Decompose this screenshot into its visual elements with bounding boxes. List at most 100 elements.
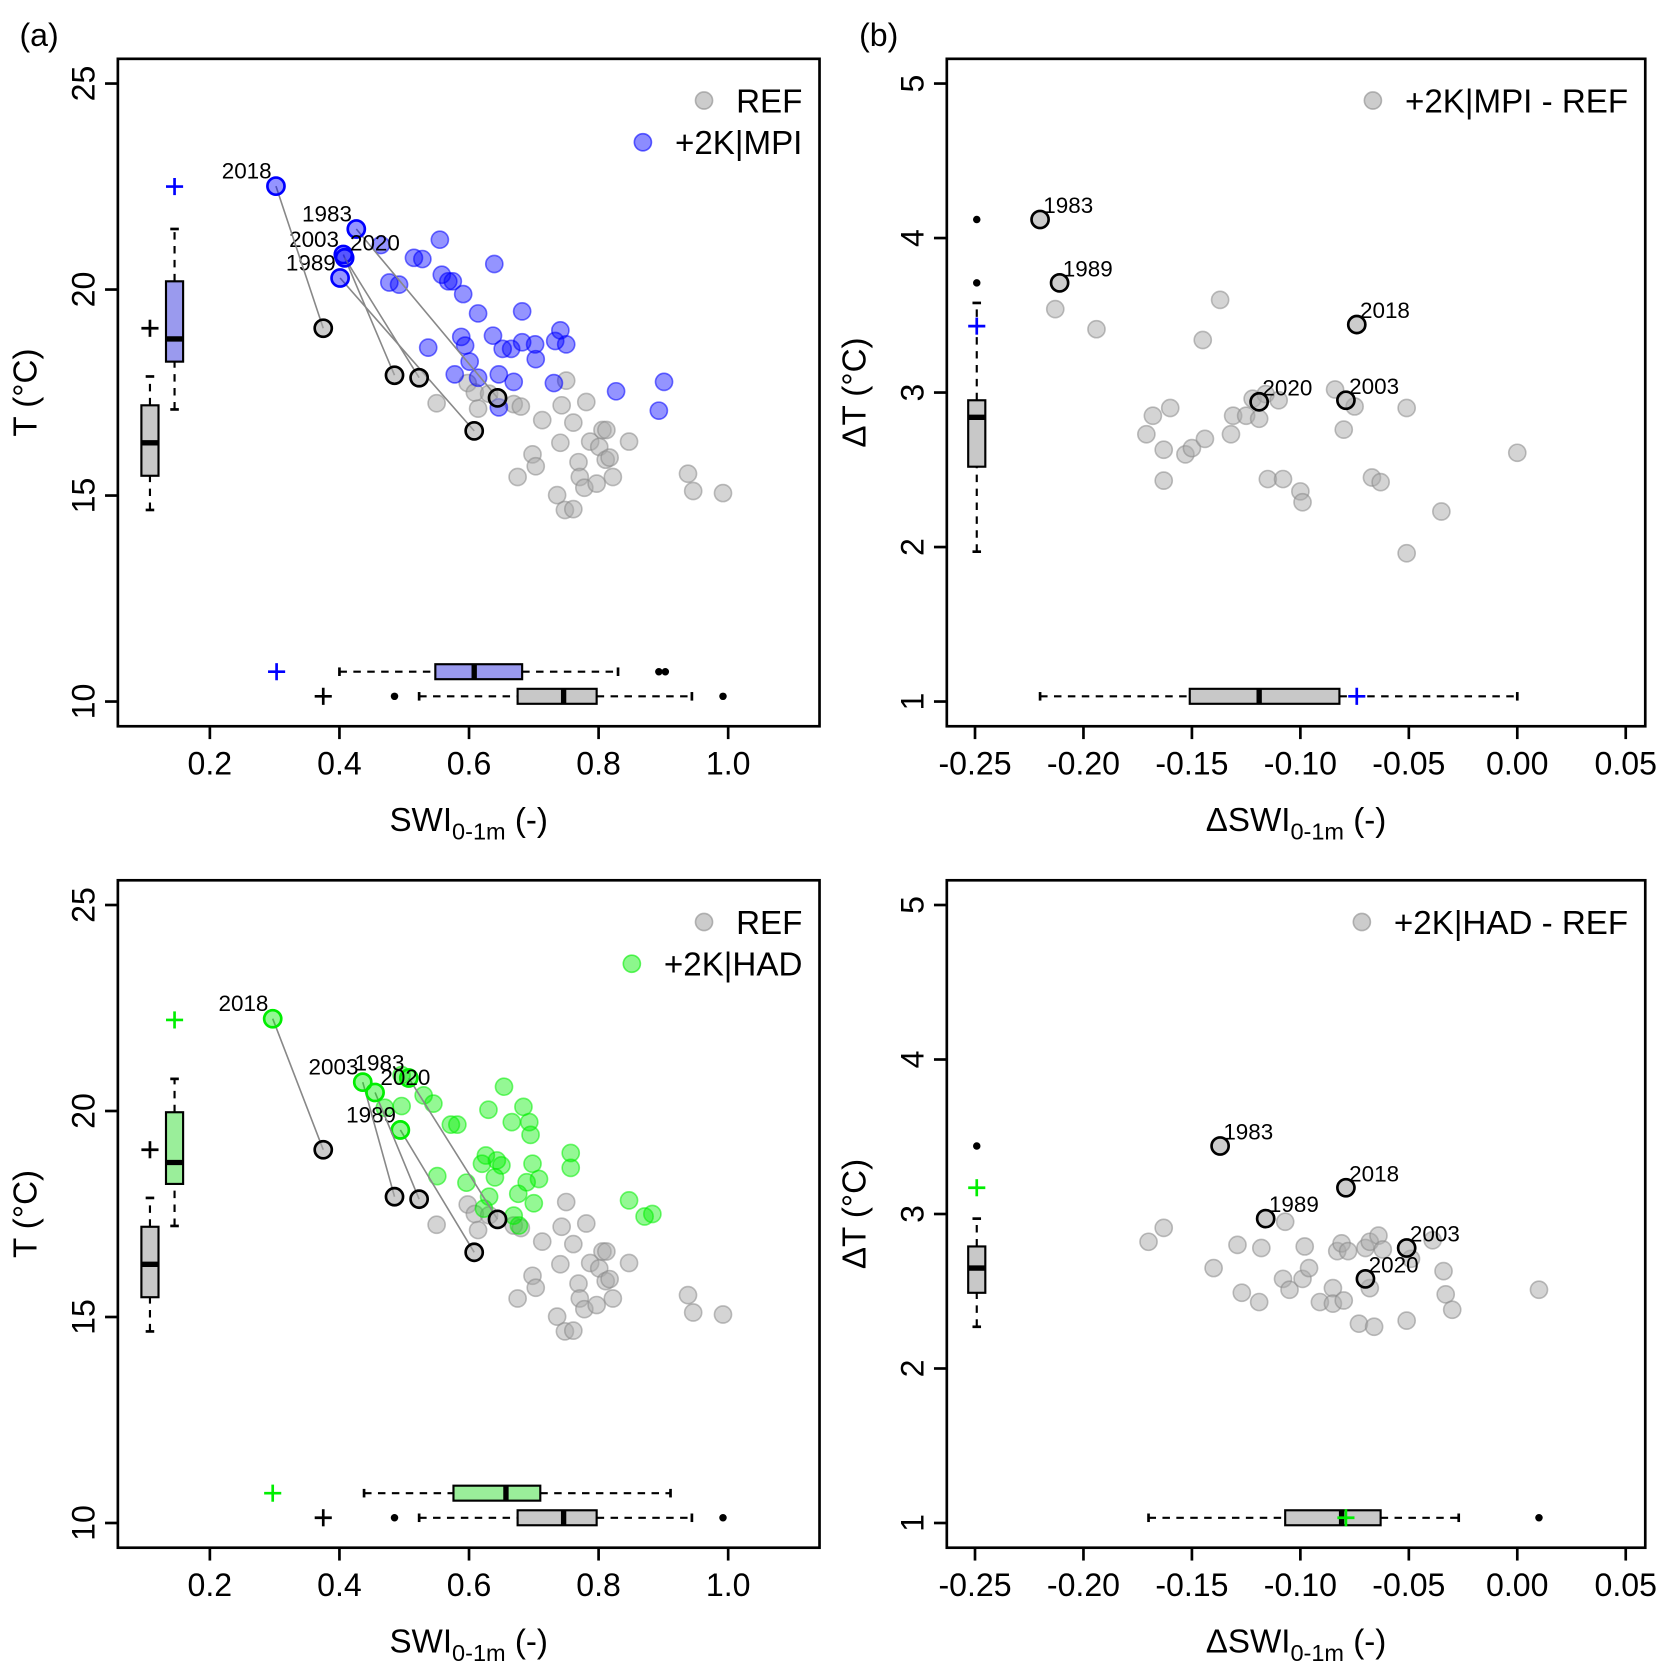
data-point	[389, 275, 409, 294]
data-point	[1273, 469, 1293, 489]
connector-line	[271, 1018, 324, 1151]
data-point	[576, 392, 596, 412]
boxplot-ref-temperature	[140, 1196, 160, 1333]
year-label: 1983	[355, 1051, 405, 1076]
data-point	[1280, 1280, 1299, 1300]
series-ref	[427, 371, 733, 520]
x-tick-label: 0.05	[1595, 1567, 1657, 1603]
panel-3: 0.2 0.4 0.6 0.8 1.0 10 15 20 25 SWI0-1m (-) T (°C)…	[8, 878, 821, 1666]
highlight-2018: 2018	[222, 159, 334, 339]
data-point	[1251, 1238, 1271, 1258]
box	[516, 687, 598, 705]
data-point	[438, 271, 458, 291]
highlight-ref-point	[409, 1189, 430, 1210]
outlier-point	[973, 1142, 981, 1150]
data-point	[1295, 1237, 1315, 1256]
boxplot-delta-swi	[1038, 687, 1519, 705]
data-point	[501, 339, 521, 359]
outlier-point	[719, 692, 727, 701]
data-point	[1397, 398, 1417, 418]
panel-1: (a) 0.2 0.4 0.6 0.8 1.0 10 15 20 25 SWI0-1m (-) T (…	[8, 17, 821, 845]
boxplot-ref-swi	[390, 1509, 727, 1527]
data-point	[1139, 1232, 1158, 1252]
boxplot-future-temperature	[164, 227, 185, 411]
panel-label: (a)	[19, 17, 58, 53]
data-point	[561, 1158, 581, 1178]
highlight-2018: 2018	[218, 991, 334, 1160]
data-point	[649, 401, 669, 421]
data-point	[1397, 543, 1417, 563]
x-tick-label: -0.15	[1155, 745, 1228, 781]
plus-marker-2018	[141, 1141, 159, 1159]
data-point	[457, 1173, 476, 1193]
highlight-point	[1049, 272, 1070, 293]
x-axis-label-unit: (-)	[506, 1624, 548, 1661]
x-tick-label: 1.0	[706, 1567, 751, 1603]
outlier-point	[973, 215, 981, 224]
box	[516, 1509, 598, 1527]
legend-label: +2K|MPI - REF	[1405, 83, 1628, 120]
data-point	[603, 467, 623, 487]
data-point	[489, 365, 509, 384]
x-tick-label: 0.00	[1486, 745, 1548, 781]
highlight-point	[1255, 1208, 1276, 1229]
box	[434, 663, 524, 681]
highlight-1989: 1989	[1049, 256, 1113, 293]
x-tick-label: 0.05	[1595, 745, 1657, 781]
year-label: 2018	[1360, 298, 1410, 323]
boxplot-future-swi	[362, 1484, 672, 1502]
highlight-2003: 2003	[1336, 374, 1399, 411]
data-point	[643, 1204, 662, 1224]
data-point	[524, 1193, 544, 1213]
data-point	[485, 1167, 505, 1187]
data-point	[551, 433, 570, 453]
data-point	[1154, 440, 1174, 460]
data-point	[1338, 1241, 1358, 1261]
year-label: 2020	[380, 1065, 430, 1090]
year-label: 2003	[1349, 374, 1399, 399]
legend: REF +2K|HAD	[622, 905, 802, 983]
data-point	[563, 499, 583, 519]
data-point	[494, 1077, 514, 1097]
connector-line	[374, 1092, 420, 1200]
highlight-point	[1249, 391, 1270, 412]
y-axis-label: T (°C)	[8, 348, 45, 436]
data-point	[1160, 398, 1180, 418]
y-axis-label: T (°C)	[8, 1170, 45, 1258]
boxplot-delta-temperature	[967, 215, 987, 554]
highlight-point	[1396, 1238, 1417, 1258]
data-point	[1269, 390, 1289, 410]
x-tick-label: 0.8	[576, 745, 621, 781]
x-tick-label: -0.25	[938, 1567, 1011, 1603]
boxplot-future-swi	[338, 663, 670, 681]
highlight-ref-point	[313, 1139, 334, 1160]
data-point	[1193, 330, 1213, 350]
highlight-1983: 1983	[1030, 193, 1093, 230]
data-point	[547, 1307, 567, 1326]
highlight-point	[1030, 209, 1050, 230]
y-tick-label: 4	[894, 1051, 930, 1069]
data-point	[1397, 1311, 1417, 1330]
highlight-ref-point	[384, 1186, 405, 1207]
year-label: 2018	[1349, 1161, 1399, 1186]
data-point	[472, 1154, 492, 1174]
data-point	[545, 331, 565, 351]
x-axis-label-main: ΔSWI	[1206, 802, 1291, 839]
boxplot-delta-swi	[1147, 1509, 1543, 1527]
data-point	[587, 1295, 607, 1315]
legend: REF +2K|MPI	[633, 83, 802, 162]
panel-4: -0.25 -0.20 -0.15 -0.10 -0.05 0.00 0.05 1 2 3 4 5 ΔS…	[837, 878, 1657, 1666]
plus-marker-2018	[165, 1011, 184, 1029]
data-point	[552, 395, 572, 415]
highlight-2018: 2018	[1336, 1161, 1399, 1198]
x-tick-label: -0.20	[1047, 1567, 1120, 1603]
data-point	[600, 448, 619, 467]
data-point	[606, 381, 626, 401]
data-point	[502, 1112, 522, 1132]
legend: +2K|MPI - REF	[1363, 83, 1628, 120]
highlight-point	[1346, 314, 1367, 335]
year-label: 1983	[1043, 193, 1093, 218]
data-point	[683, 481, 703, 501]
legend-label: REF	[736, 83, 802, 120]
plus-marker-2018	[141, 319, 159, 337]
